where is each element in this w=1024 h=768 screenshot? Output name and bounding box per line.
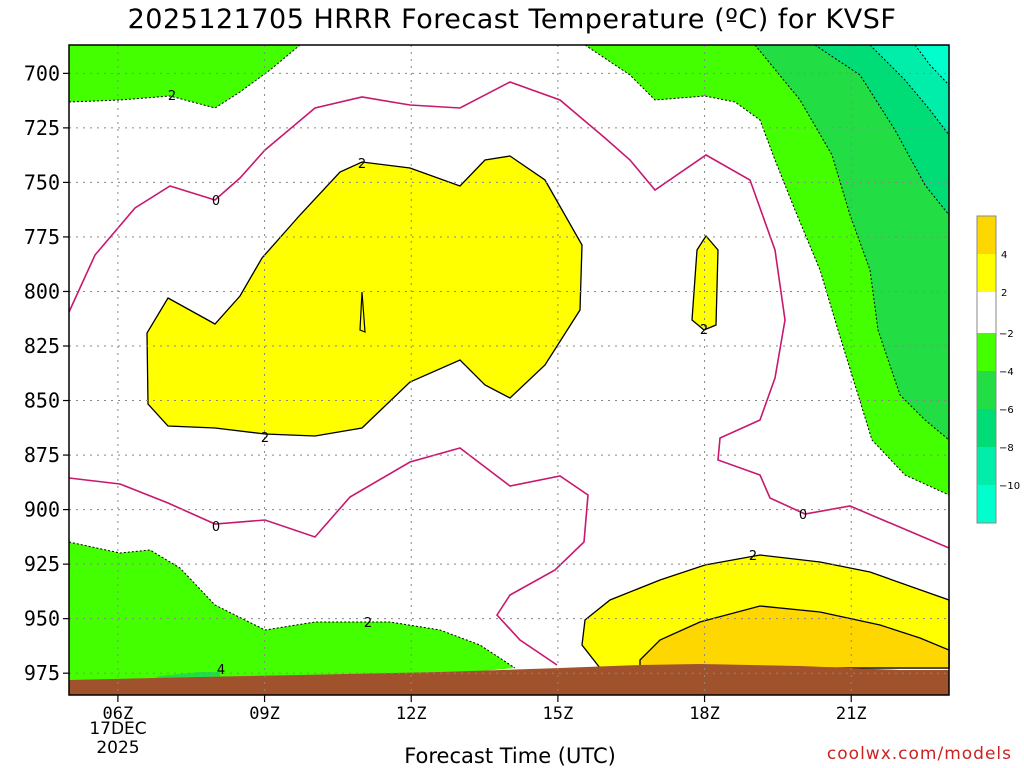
x-axis: 06Z 09Z 12Z 15Z 18Z 21Z bbox=[103, 695, 867, 724]
y-tick-label: 725 bbox=[24, 116, 60, 140]
colorbar-label: −2 bbox=[999, 329, 1014, 340]
zero-isotherm-lines bbox=[68, 81, 950, 666]
colorbar-2-4 bbox=[977, 254, 996, 292]
colorbar-cold-10-12 bbox=[977, 485, 996, 523]
cold-region-8-10 bbox=[870, 45, 949, 135]
colorbar-cold-8-10 bbox=[977, 447, 996, 485]
colorbar-label: −6 bbox=[999, 405, 1014, 416]
cold-region-10-12 bbox=[915, 45, 949, 85]
y-tick-label: 750 bbox=[24, 170, 60, 194]
x-tick-label: 09Z bbox=[249, 704, 280, 724]
colorbar-frame bbox=[976, 215, 997, 524]
warm-region-large bbox=[146, 155, 583, 437]
x-tick-label: 21Z bbox=[836, 704, 867, 724]
contour-label: 2 bbox=[261, 431, 269, 446]
contour-label: 0 bbox=[799, 508, 807, 523]
y-tick-label: 925 bbox=[24, 552, 60, 576]
date-note-year: 2025 bbox=[96, 738, 140, 758]
contour-label: 0 bbox=[212, 194, 220, 209]
contour-label: 2 bbox=[168, 89, 176, 104]
contour-label: 0 bbox=[212, 520, 220, 535]
x-tick-label: 15Z bbox=[543, 704, 574, 724]
date-note-day: 17DEC bbox=[89, 719, 147, 739]
contour-label: 4 bbox=[217, 663, 225, 678]
cold-region-upper-left bbox=[69, 45, 300, 108]
x-tick-label: 12Z bbox=[396, 704, 427, 724]
contour-label: 2 bbox=[700, 323, 708, 338]
x-axis-title: Forecast Time (UTC) bbox=[404, 744, 616, 768]
colorbar-cold-2-4 bbox=[977, 333, 996, 371]
y-tick-label: 775 bbox=[24, 225, 60, 249]
y-tick-label: 900 bbox=[24, 498, 60, 522]
y-tick-label: 850 bbox=[24, 389, 60, 413]
y-tick-label: 700 bbox=[24, 61, 60, 85]
y-tick-label: 875 bbox=[24, 443, 60, 467]
date-note: 17DEC 2025 bbox=[88, 720, 148, 758]
contour-label: 2 bbox=[358, 157, 366, 172]
contour-label: 2 bbox=[364, 616, 372, 631]
terrain bbox=[69, 664, 949, 695]
colorbar-label: −8 bbox=[999, 443, 1014, 454]
colorbar-neutral bbox=[977, 292, 996, 333]
colorbar-cold-4-6 bbox=[977, 371, 996, 409]
y-tick-label: 825 bbox=[24, 334, 60, 358]
watermark: coolwx.com/models bbox=[826, 744, 1012, 764]
colorbar-label: 4 bbox=[1001, 250, 1007, 261]
y-tick-label: 975 bbox=[24, 661, 60, 685]
x-tick-label: 06Z bbox=[103, 704, 134, 724]
contour-labels: 2 0 2 2 0 0 2 2 4 2 bbox=[168, 89, 807, 678]
colorbar-4-6 bbox=[977, 216, 996, 254]
colorbar-label: 2 bbox=[1001, 288, 1007, 299]
plot-frame bbox=[68, 44, 950, 696]
y-tick-label: 800 bbox=[24, 279, 60, 303]
x-tick-label: 18Z bbox=[689, 704, 720, 724]
colorbar-label: −10 bbox=[999, 481, 1020, 492]
colorbar-labels: 4 2 −2 −4 −6 −8 −10 bbox=[999, 250, 1020, 492]
y-tick-label: 950 bbox=[24, 607, 60, 631]
cold-region-lower-left bbox=[69, 542, 515, 683]
warm-spike bbox=[359, 291, 366, 333]
colorbar-legend: 4 2 −2 −4 −6 −8 −10 bbox=[976, 215, 1020, 524]
contour-label: 2 bbox=[749, 549, 757, 564]
chart-title: 2025121705 HRRR Forecast Temperature (ºC… bbox=[127, 4, 897, 35]
colorbar-cold-6-8 bbox=[977, 409, 996, 447]
cold-contour-lines bbox=[68, 44, 950, 669]
y-axis: 700 725 750 775 800 825 850 875 900 925 950 975 bbox=[24, 61, 69, 685]
cold-region-4-6 bbox=[755, 45, 949, 440]
colorbar-label: −4 bbox=[999, 367, 1014, 378]
